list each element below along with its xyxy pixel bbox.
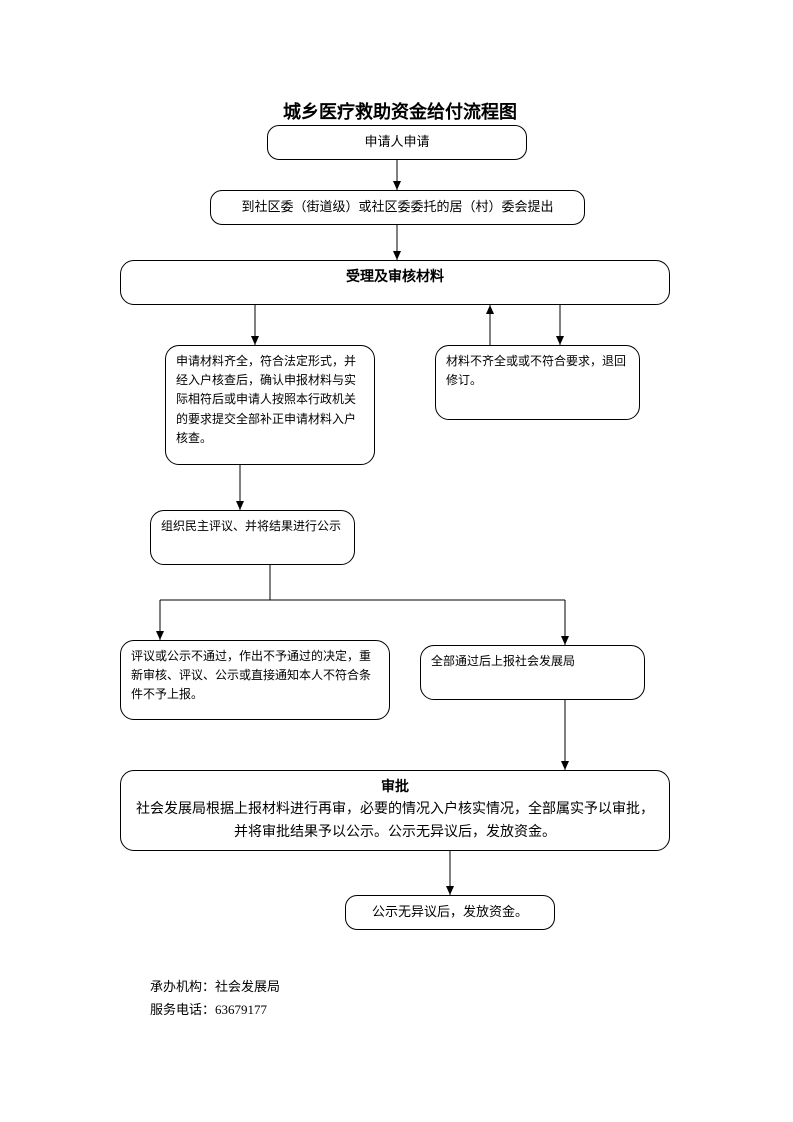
node-n6a: 评议或公示不通过，作出不予通过的决定，重新审核、评议、公示或直接通知本人不符合条… (120, 640, 390, 720)
node-n6b-text: 全部通过后上报社会发展局 (431, 652, 634, 671)
edges-layer (0, 0, 793, 1122)
page-title: 城乡医疗救助资金给付流程图 (250, 98, 550, 124)
flowchart-canvas: 城乡医疗救助资金给付流程图 申请人申请到社区委（街道级）或社区委委托的居（村）委… (0, 0, 793, 1122)
node-n2: 到社区委（街道级）或社区委委托的居（村）委会提出 (210, 190, 585, 225)
node-n7: 审批社会发展局根据上报材料进行再审，必要的情况入户核实情况，全部属实予以审批，并… (120, 770, 670, 851)
footer: 承办机构：社会发展局 服务电话：63679177 (150, 975, 280, 1022)
node-n3-title: 受理及审核材料 (131, 267, 659, 289)
node-n6b: 全部通过后上报社会发展局 (420, 645, 645, 700)
node-n5: 组织民主评议、并将结果进行公示 (150, 510, 355, 565)
node-n4a-text: 申请材料齐全，符合法定形式，并经入户核查后，确认申报材料与实际相符后或申请人按照… (176, 352, 364, 448)
footer-line-1: 承办机构：社会发展局 (150, 975, 280, 998)
node-n5-text: 组织民主评议、并将结果进行公示 (161, 517, 344, 536)
node-n8-text: 公示无异议后，发放资金。 (356, 902, 544, 923)
footer-org-value: 社会发展局 (215, 979, 280, 994)
node-n1-text: 申请人申请 (278, 132, 516, 153)
node-n8: 公示无异议后，发放资金。 (345, 895, 555, 930)
node-n4b: 材料不齐全或或不符合要求，退回修订。 (435, 345, 640, 420)
node-n1: 申请人申请 (267, 125, 527, 160)
footer-tel-label: 服务电话： (150, 1002, 215, 1017)
node-n6a-text: 评议或公示不通过，作出不予通过的决定，重新审核、评议、公示或直接通知本人不符合条… (131, 647, 379, 705)
node-n3: 受理及审核材料 (120, 260, 670, 305)
footer-tel-value: 63679177 (215, 1002, 267, 1017)
node-n2-text: 到社区委（街道级）或社区委委托的居（村）委会提出 (221, 197, 574, 218)
node-n7-title: 审批 (131, 777, 659, 799)
node-n7-text: 社会发展局根据上报材料进行再审，必要的情况入户核实情况，全部属实予以审批，并将审… (131, 799, 659, 844)
footer-line-2: 服务电话：63679177 (150, 998, 280, 1021)
node-n4b-text: 材料不齐全或或不符合要求，退回修订。 (446, 352, 629, 390)
footer-org-label: 承办机构： (150, 979, 215, 994)
node-n4a: 申请材料齐全，符合法定形式，并经入户核查后，确认申报材料与实际相符后或申请人按照… (165, 345, 375, 465)
